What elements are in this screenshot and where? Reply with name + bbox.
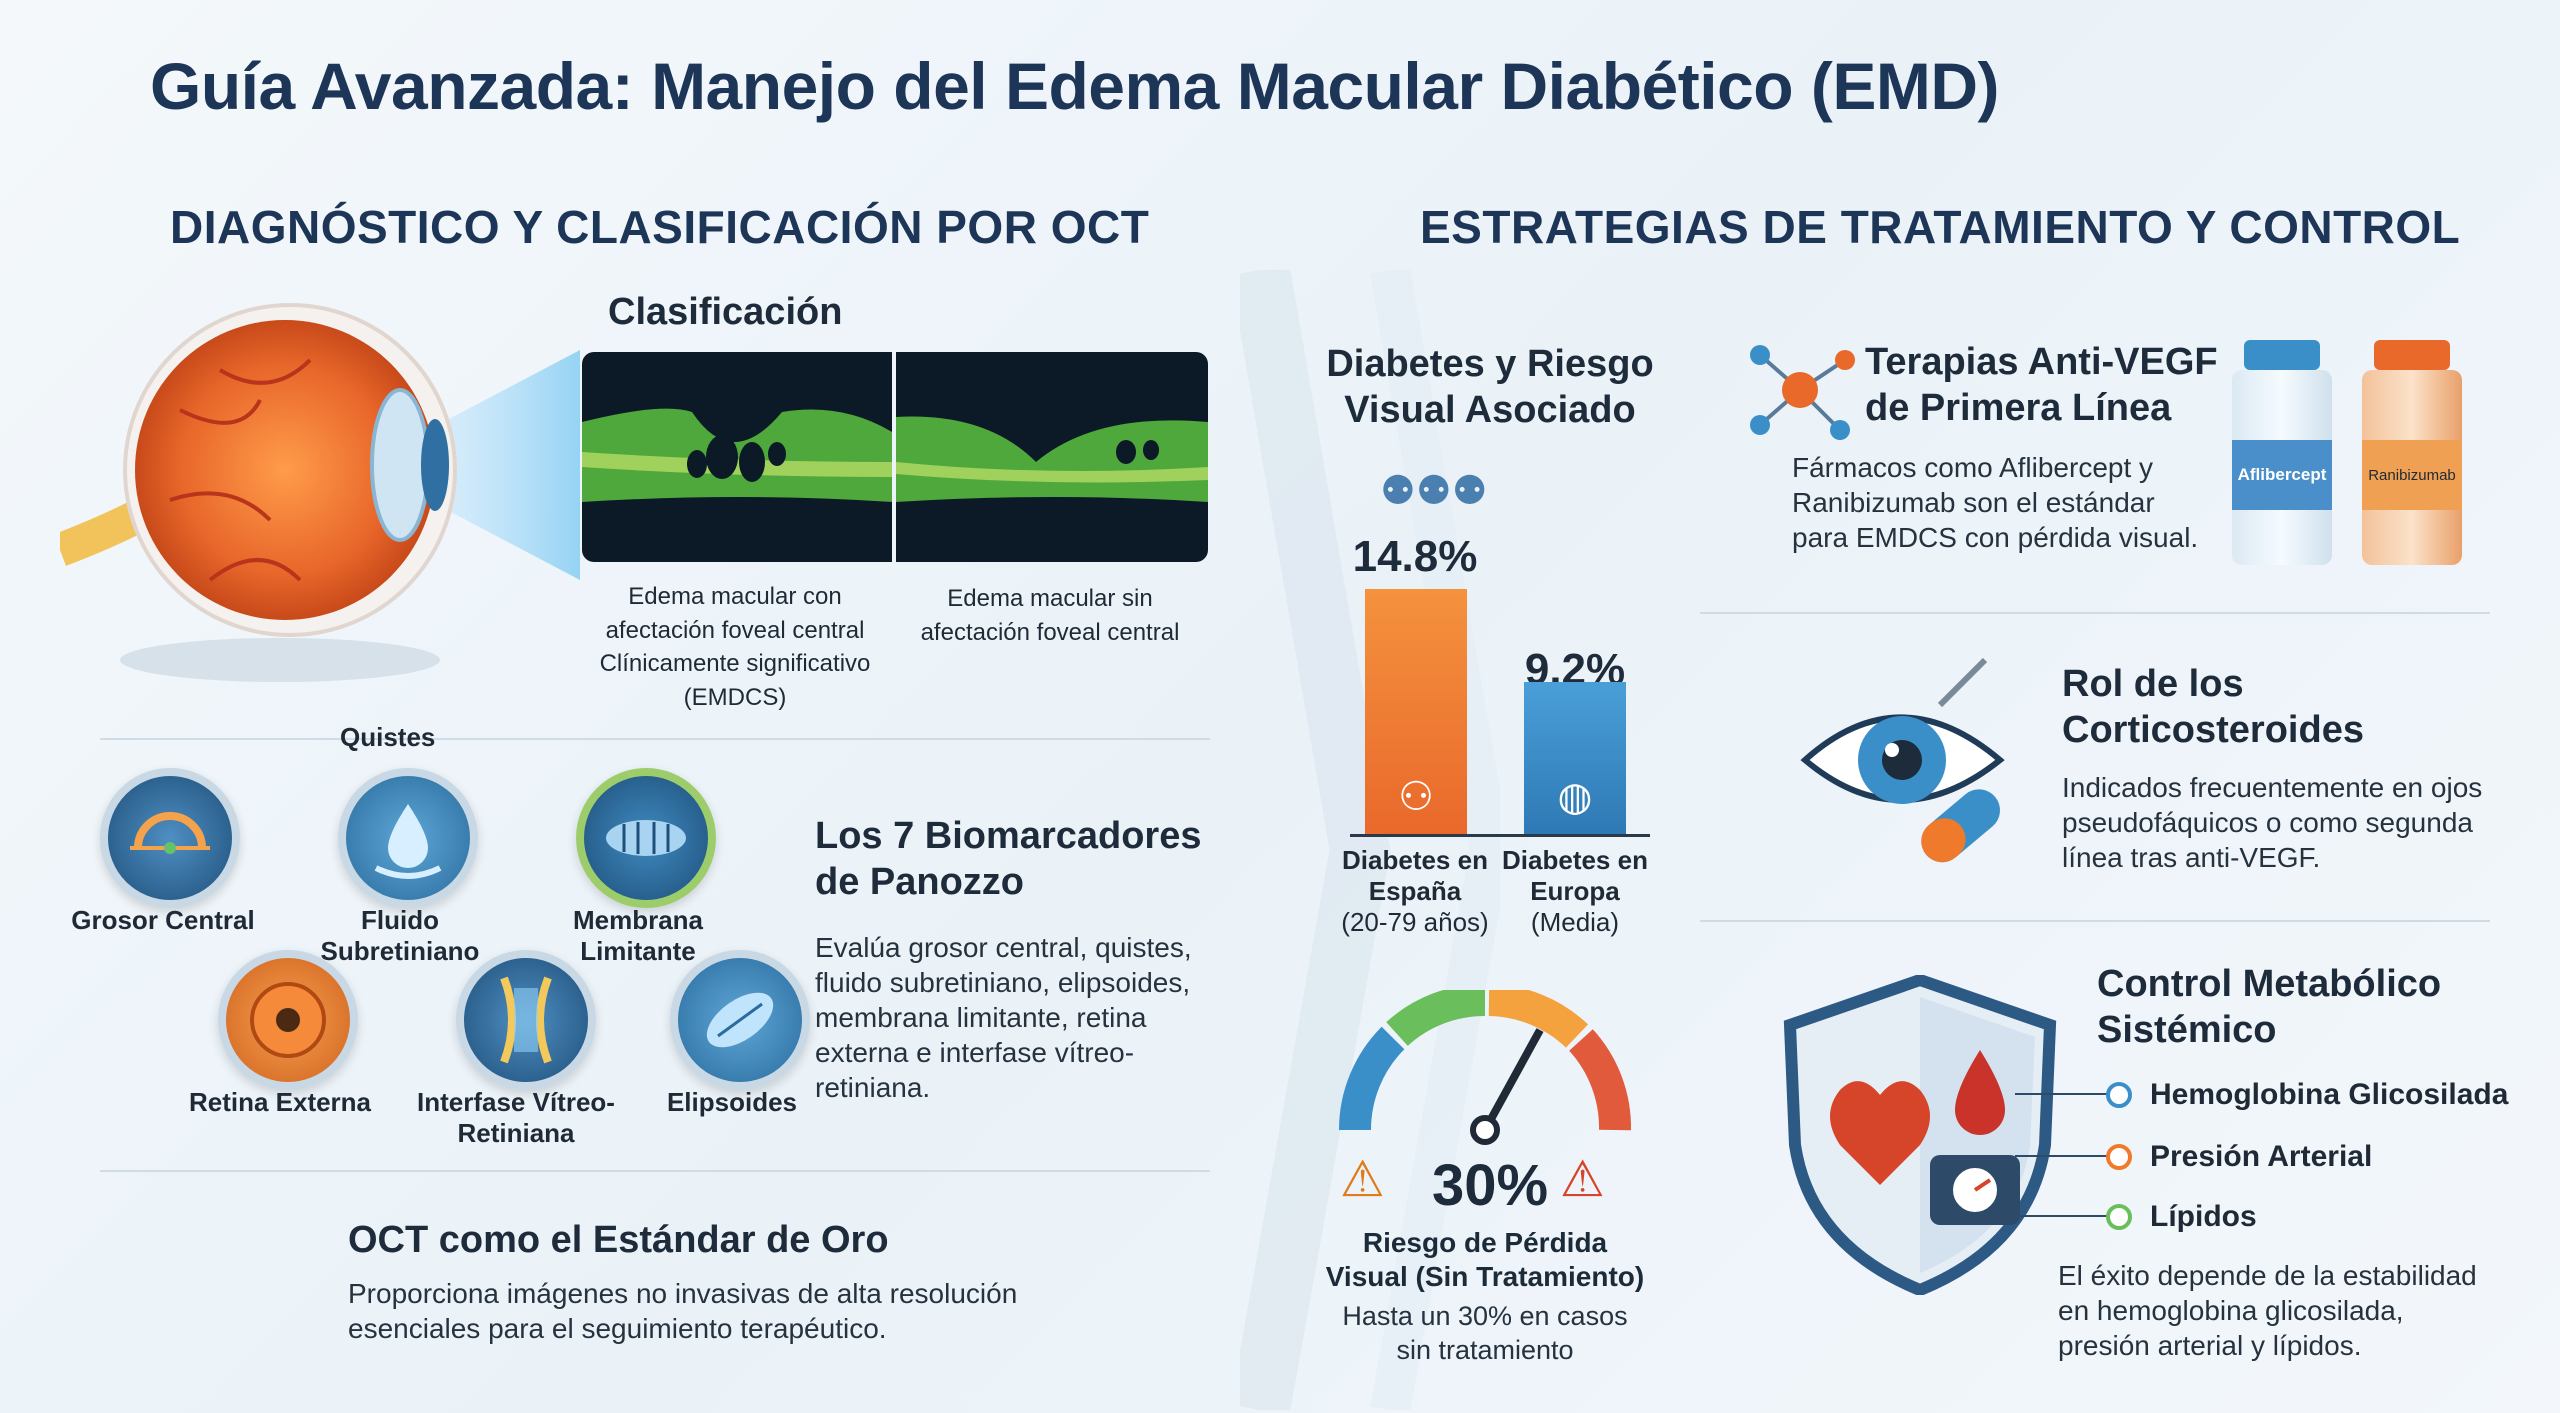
anti-vegf-heading: Terapias Anti-VEGF de Primera Línea	[1865, 341, 2218, 429]
connector-line	[2015, 1215, 2115, 1217]
metabolic-item-lipids: Lípidos	[2150, 1200, 2257, 1233]
metabolic-item-hba1c: Hemoglobina Glicosilada	[2150, 1078, 2509, 1111]
warning-icon-right: ⚠	[1560, 1151, 1605, 1207]
bar-label-europe-text: Diabetes en Europa	[1502, 845, 1648, 907]
family-icon: ⚇	[1398, 775, 1434, 819]
metabolic-description: El éxito depende de la estabilidad en he…	[2058, 1260, 2477, 1361]
metabolic-heading: Control Metabólico Sistémico	[2097, 963, 2442, 1051]
membrane-icon	[576, 768, 716, 908]
connector-line	[2015, 1155, 2115, 1157]
biomarker-label: Retina Externa	[188, 1087, 372, 1117]
vial-ranibizumab: Ranibizumab	[2362, 340, 2462, 565]
section-chevron	[1240, 270, 1500, 1410]
central-thickness-icon	[100, 768, 240, 908]
right-section-title: ESTRATEGIAS DE TRATAMIENTO Y CONTROL	[1420, 201, 2461, 253]
connector-line	[2015, 1093, 2115, 1095]
bar-value-spain: 14.8%	[1352, 532, 1478, 581]
left-section-title: DIAGNÓSTICO Y CLASIFICACIÓN POR OCT	[170, 201, 1150, 253]
divider	[100, 738, 1210, 740]
risk-heading: Diabetes y Riesgo Visual Asociado	[1326, 343, 1654, 431]
eye-illustration	[60, 303, 580, 682]
gauge-title: Riesgo de Pérdida Visual (Sin Tratamient…	[1325, 1227, 1645, 1292]
bar-spain: ⚇	[1365, 589, 1467, 834]
interface-icon	[456, 950, 596, 1090]
bar-label-spain: Diabetes en España (20-79 años)	[1330, 845, 1500, 939]
page-title: Guía Avanzada: Manejo del Edema Macular …	[150, 49, 2000, 123]
biomarker-label: Elipsoides	[666, 1087, 798, 1117]
bar-label-europe-sub: (Media)	[1530, 907, 1620, 938]
gauge-description: Hasta un 30% en casos sin tratamiento	[1342, 1301, 1628, 1365]
vial-ranibizumab-label: Ranibizumab	[2362, 440, 2462, 510]
oct-caption-emdcs: Edema macular con afectación foveal cent…	[599, 583, 871, 711]
metabolic-dot	[2106, 1204, 2132, 1230]
eye-pill-icon	[1800, 657, 2005, 863]
gauge-value: 30%	[1432, 1153, 1549, 1218]
fluid-drop-icon	[338, 768, 478, 908]
vial-aflibercept-label: Aflibercept	[2232, 440, 2332, 510]
chart-baseline	[1350, 834, 1650, 837]
outer-retina-icon	[218, 950, 358, 1090]
divider	[100, 1170, 1210, 1172]
warning-icon-left: ⚠	[1340, 1151, 1385, 1207]
divider	[1700, 612, 2490, 614]
biomarkers-heading: Los 7 Biomarcadores de Panozzo	[815, 815, 1202, 903]
oct-gold-description: Proporciona imágenes no invasivas de alt…	[348, 1278, 1018, 1344]
biomarker-label: Membrana Limitante	[572, 905, 704, 967]
bar-label-europe: Diabetes en Europa (Media)	[1495, 845, 1655, 939]
metabolic-item-pressure: Presión Arterial	[2150, 1140, 2373, 1173]
metabolic-dot	[2106, 1082, 2132, 1108]
biomarker-label: Fluido Subretiniano	[320, 905, 480, 967]
oct-gold-heading: OCT como el Estándar de Oro	[348, 1219, 889, 1261]
people-icon: ⚉⚉⚉	[1380, 469, 1488, 513]
biomarker-label-quistes: Quistes	[340, 722, 436, 752]
ellipsoid-icon	[670, 950, 810, 1090]
biomarker-label: Interfase Vítreo-Retiniana	[417, 1087, 615, 1149]
bar-label-spain-sub: (20-79 años)	[1341, 907, 1489, 938]
bar-europe: ◍	[1524, 682, 1626, 834]
molecule-icon	[1750, 345, 1855, 440]
oct-caption-non-central: Edema macular sin afectación foveal cent…	[920, 585, 1180, 646]
divider	[1700, 920, 2490, 922]
oct-image-emdcs	[582, 352, 892, 562]
metabolic-dot	[2106, 1144, 2132, 1170]
bar-label-spain-text: Diabetes en España	[1342, 845, 1488, 907]
vial-aflibercept: Aflibercept	[2232, 340, 2332, 565]
biomarkers-description: Evalúa grosor central, quistes, fluido s…	[815, 932, 1192, 1103]
corticosteroids-description: Indicados frecuentemente en ojos pseudof…	[2062, 772, 2483, 873]
oct-image-non-central	[896, 352, 1208, 562]
risk-gauge	[1338, 990, 1631, 1145]
shield-icon	[1783, 975, 2057, 1295]
corticosteroids-heading: Rol de los Corticosteroides	[2062, 663, 2364, 751]
biomarker-label: Grosor Central	[71, 905, 255, 935]
globe-icon: ◍	[1557, 775, 1593, 819]
anti-vegf-description: Fármacos como Aflibercept y Ranibizumab …	[1792, 452, 2199, 553]
classification-title: Clasificación	[608, 291, 843, 333]
